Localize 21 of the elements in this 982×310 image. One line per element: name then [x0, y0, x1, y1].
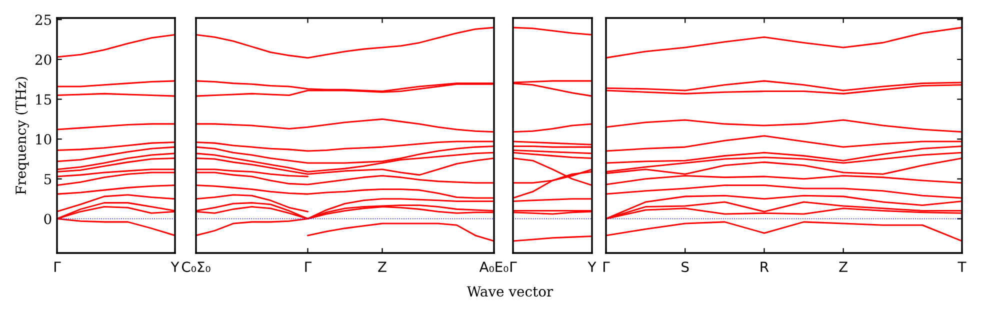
x-tick-label: Y — [170, 262, 180, 272]
y-tick-label: 20 — [35, 54, 52, 65]
x-tick-label: S — [682, 262, 689, 272]
y-tick-label: 5 — [44, 174, 52, 184]
x-tick-label: Γ — [510, 262, 517, 272]
x-tick-label: Γ — [603, 262, 610, 272]
y-tick-label: 10 — [36, 134, 52, 145]
x-tick-label: Γ — [305, 262, 312, 272]
y-tick-label: 25 — [35, 14, 52, 26]
x-tick-label: R — [760, 262, 769, 272]
x-tick-label: C₀Σ₀ — [182, 262, 210, 272]
y-axis-title: Frequency (THz) — [15, 77, 29, 194]
x-axis-title: Wave vector — [466, 286, 554, 297]
x-tick-label: Z — [378, 262, 386, 272]
x-tick-label: A₀E₀ — [479, 262, 508, 272]
y-tick-label: 0 — [44, 214, 52, 224]
y-tick-label: 15 — [36, 94, 52, 105]
x-tick-label: Z — [839, 262, 848, 272]
x-tick-label: Γ — [54, 262, 61, 272]
x-tick-label: T — [958, 262, 966, 272]
x-tick-label: Y — [588, 262, 596, 272]
